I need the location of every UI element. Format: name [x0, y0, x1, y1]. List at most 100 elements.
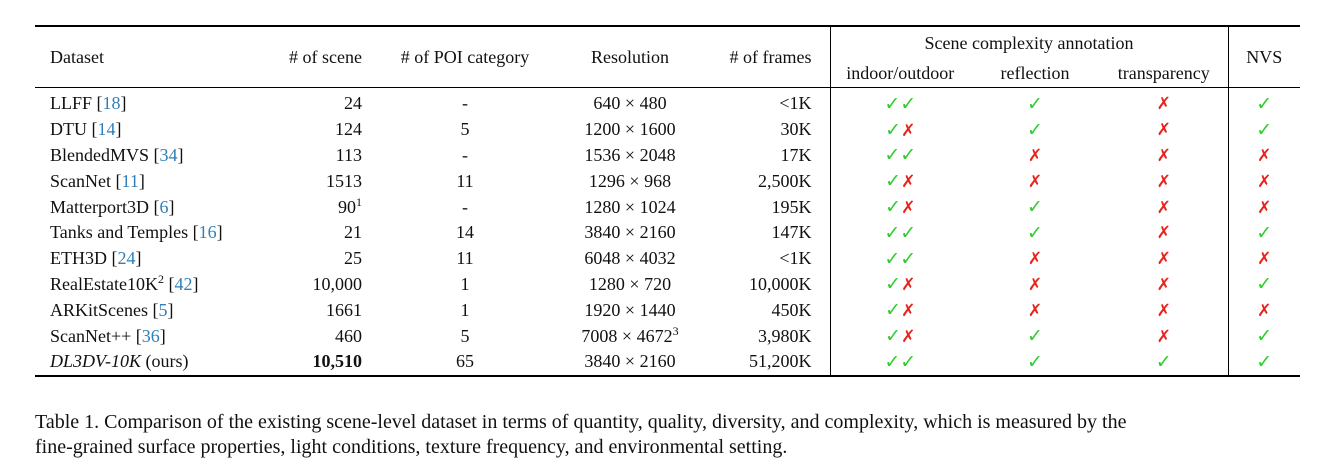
scene-count: 25 [344, 248, 362, 269]
resolution: 3840 × 2160 [584, 351, 676, 372]
poi-cell: - [462, 93, 468, 114]
frames-cell: 2,500K [758, 170, 812, 191]
indoor-outdoor-cell: ✓✓ [829, 87, 970, 117]
scene-cell: 24 [265, 88, 375, 117]
dataset-cell: DTU [14] [35, 117, 265, 143]
dataset-name: ScanNet++ [50, 325, 132, 346]
table-row: DL3DV-10K (ours) 10,510 65 3840 × 2160 51,20… [35, 348, 1300, 376]
annotation-mark: ✓ [900, 92, 917, 115]
table-row: ETH3D [24] 25 11 6048 × 4032 <1K ✓✓ ✗ ✗ ✗ [35, 245, 1300, 272]
annotation-mark: ✗ [1257, 197, 1272, 218]
bracket: [ [192, 222, 199, 243]
annotation-mark: ✗ [1257, 145, 1272, 166]
header-row: Dataset # of scene # of POI category Resolu… [35, 26, 1300, 88]
bracket: ] [177, 144, 184, 165]
annotation-mark: ✓ [885, 118, 902, 141]
sub-header: indoor/outdoor [829, 59, 970, 88]
column-header: # of POI category [375, 26, 555, 88]
transparency-cell: ✗ [1100, 88, 1228, 117]
citation: 36 [141, 325, 160, 346]
bracket: ] [192, 273, 199, 294]
scene-cell: 1661 [265, 297, 375, 323]
annotation-mark: ✗ [1156, 171, 1171, 192]
bracket: ] [138, 170, 145, 191]
annotation-mark: ✗ [901, 301, 916, 322]
poi-cell: 11 [456, 248, 474, 269]
reflection-cell: ✓ [970, 194, 1100, 220]
bracket: [ [153, 144, 160, 165]
scene-count: 124 [335, 119, 362, 140]
resolution-cell: 640 × 480 [555, 88, 705, 117]
bracket: [ [91, 119, 98, 140]
resolution-cell: 1280 × 720 [555, 272, 705, 298]
frames-cell: 450K [771, 299, 812, 320]
column-header: # of scene [265, 26, 375, 88]
dataset-name: ETH3D [50, 248, 107, 269]
transparency-cell: ✗ [1100, 194, 1228, 220]
transparency-cell: ✗ [1100, 168, 1228, 194]
annotation-mark: ✓ [884, 221, 901, 244]
annotation-mark: ✓ [885, 299, 902, 322]
transparency-cell: ✓ [1100, 349, 1228, 376]
resolution-cell: 7008 × 46723 [555, 323, 705, 349]
nvs-cell: ✓ [1227, 219, 1300, 246]
annotation-mark: ✓ [885, 325, 902, 348]
dataset-name: RealEstate10K [50, 273, 158, 294]
annotation-mark: ✓ [1027, 92, 1043, 115]
transparency-cell: ✗ [1100, 220, 1228, 246]
transparency-cell: ✗ [1100, 143, 1228, 169]
citation: 18 [102, 93, 121, 114]
annotation-mark: ✓ [1256, 273, 1273, 296]
caption-line: Table 1. Comparison of the existing scen… [35, 411, 1127, 433]
nvs-cell: ✓ [1227, 116, 1300, 143]
nvs-cell: ✗ [1227, 245, 1300, 272]
indoor-outdoor-cell: ✓✓ [829, 245, 970, 272]
annotation-mark: ✗ [901, 198, 916, 219]
annotation-mark: ✗ [1156, 197, 1171, 218]
column-header: Resolution [555, 26, 705, 88]
dataset-cell: BlendedMVS [34] [35, 143, 265, 169]
group-header: Scene complexity annotation [829, 26, 1228, 59]
indoor-outdoor-cell: ✓✓ [829, 142, 970, 169]
scene-count: 460 [335, 325, 362, 346]
annotation-mark: ✓ [884, 92, 901, 115]
annotation-mark: ✓ [885, 196, 902, 219]
citation: 34 [159, 144, 178, 165]
dataset-name: DL3DV-10K [50, 351, 142, 372]
annotation-mark: ✓ [1027, 221, 1043, 244]
reflection-cell: ✓ [970, 323, 1100, 349]
citation: 16 [198, 222, 217, 243]
citation: 5 [158, 299, 168, 320]
transparency-cell: ✗ [1100, 323, 1228, 349]
transparency-cell: ✗ [1100, 297, 1228, 323]
resolution-cell: 3840 × 2160 [555, 220, 705, 246]
transparency-cell: ✗ [1100, 272, 1228, 298]
resolution: 6048 × 4032 [584, 248, 676, 269]
annotation-mark: ✗ [1156, 274, 1171, 295]
bracket: [ [168, 273, 175, 294]
annotation-mark: ✗ [1156, 249, 1171, 270]
transparency-cell: ✗ [1100, 246, 1228, 272]
transparency-cell: ✗ [1100, 117, 1228, 143]
dataset-name: Tanks and Temples [50, 222, 189, 243]
annotation-mark: ✗ [901, 172, 916, 193]
table-body: LLFF [18] 24-640 × 480 <1K ✓✓ ✓ ✗ ✓ DTU [14] 124… [35, 87, 1300, 376]
table-row: ARKitScenes [5] 1661 1 1920 × 1440 450K ✓✗ ✗ ✗ ✗ [35, 297, 1300, 324]
indoor-outdoor-cell: ✓✗ [829, 323, 970, 349]
indoor-outdoor-cell: ✓✗ [829, 194, 970, 220]
frames-cell: 147K [771, 222, 812, 243]
caption: Table 1. Comparison of the existing scen… [35, 410, 1126, 460]
poi-cell: 5 [460, 119, 470, 140]
citation: 14 [97, 119, 116, 140]
bracket: [ [152, 299, 159, 320]
indoor-outdoor-cell: ✓✗ [829, 116, 970, 143]
reflection-cell: ✓ [970, 220, 1100, 246]
annotation-mark: ✗ [1156, 145, 1171, 166]
scene-cell: 10,000 [265, 272, 375, 298]
dataset-name: ARKitScenes [50, 299, 148, 320]
resolution: 3840 × 2160 [584, 222, 676, 243]
annotation-mark: ✗ [1027, 145, 1043, 166]
bracket: [ [135, 325, 142, 346]
annotation-mark: ✗ [1027, 171, 1043, 192]
scene-cell: 460 [265, 323, 375, 349]
